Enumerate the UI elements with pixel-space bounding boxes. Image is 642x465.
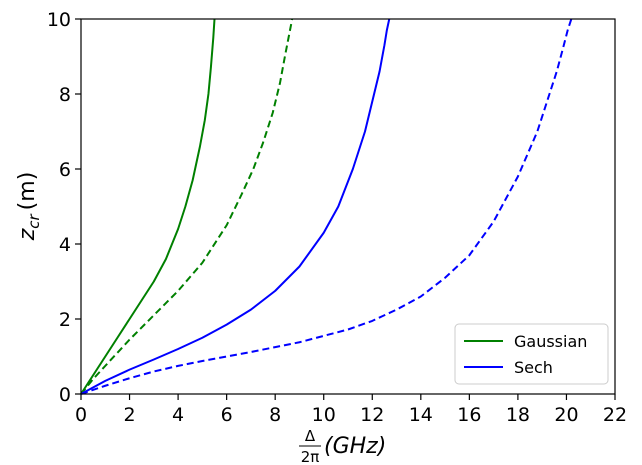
x-tick-label: 2 [123, 404, 135, 426]
ticks-layer: 0 2 4 6 8 10 12 14 16 18 20 22 0 2 4 6 8 10 [47, 9, 627, 426]
x-axis-label-numerator: Δ [305, 427, 316, 445]
series-line-sech-solid [80, 18, 391, 395]
y-axis-label-base: z [15, 228, 40, 241]
x-tick-label: 0 [75, 404, 87, 426]
y-axis-label-sub: cr [25, 213, 43, 228]
y-tick-label: 8 [59, 84, 71, 106]
legend-box [454, 323, 609, 385]
y-tick-label: 2 [59, 309, 71, 331]
x-tick-label: 14 [409, 404, 433, 426]
x-tick-label: 10 [312, 404, 336, 426]
plot-frame [80, 18, 616, 395]
x-axis-label: Δ 2π (GHz) [299, 427, 386, 465]
series-layer [80, 18, 573, 395]
y-tick-label: 4 [59, 234, 71, 256]
series-line-gaussian-solid [80, 18, 216, 395]
series-line-gaussian-dashed [80, 18, 294, 395]
series-line-sech-dashed [80, 18, 573, 395]
y-tick-label: 0 [59, 384, 71, 406]
x-tick-label: 20 [554, 404, 578, 426]
x-tick-label: 22 [603, 404, 627, 426]
x-tick-label: 18 [506, 404, 530, 426]
x-tick-label: 6 [221, 404, 233, 426]
x-axis-label-unit: (GHz) [324, 434, 386, 459]
y-axis-label: zcr (m) [15, 172, 43, 242]
x-tick-label: 12 [360, 404, 384, 426]
legend-gaussian-label: Gaussian [514, 332, 587, 351]
legend: Gaussian Sech [454, 323, 609, 385]
x-tick-label: 8 [269, 404, 281, 426]
legend-sech-label: Sech [514, 358, 553, 377]
y-axis-label-rest: (m) [15, 172, 40, 211]
x-tick-label: 16 [457, 404, 481, 426]
svg-text:zcr(m): zcr (m) [15, 172, 43, 242]
x-tick-label: 4 [172, 404, 184, 426]
y-tick-label: 6 [59, 159, 71, 181]
y-tick-label: 10 [47, 9, 71, 31]
x-axis-label-denominator: 2π [301, 448, 320, 465]
